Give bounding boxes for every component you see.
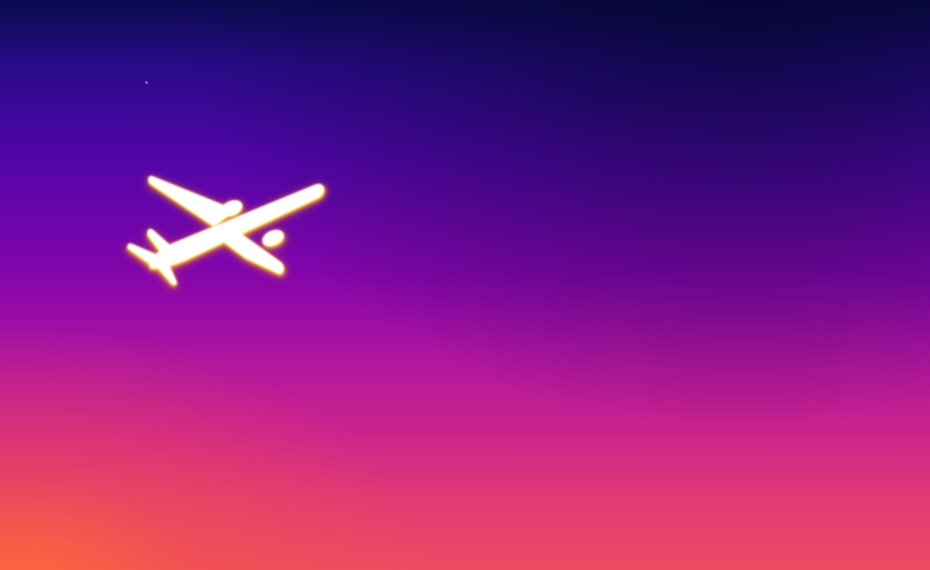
distant-hot-spot — [145, 81, 148, 84]
